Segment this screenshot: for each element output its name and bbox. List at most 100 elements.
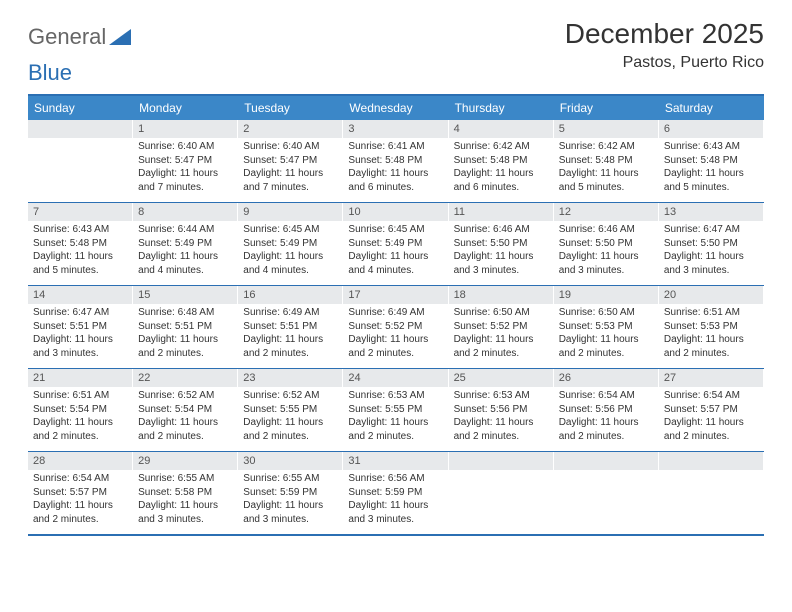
cell-body: Sunrise: 6:51 AMSunset: 5:53 PMDaylight:… [659,306,763,364]
daylight-line: Daylight: 11 hours and 2 minutes. [664,333,758,360]
daylight-line: Daylight: 11 hours and 3 minutes. [243,499,337,526]
daylight-line: Daylight: 11 hours and 2 minutes. [243,416,337,443]
day-number: 19 [554,286,658,304]
daylight-line: Daylight: 11 hours and 4 minutes. [243,250,337,277]
day-number: 21 [28,369,132,387]
sunset-line: Sunset: 5:50 PM [454,237,548,251]
daylight-line: Daylight: 11 hours and 2 minutes. [33,499,127,526]
day-number: 5 [554,120,658,138]
daylight-line: Daylight: 11 hours and 2 minutes. [454,416,548,443]
day-number [449,452,553,470]
sunrise-line: Sunrise: 6:42 AM [559,140,653,154]
cell-body: Sunrise: 6:47 AMSunset: 5:50 PMDaylight:… [659,223,763,281]
day-number: 23 [238,369,342,387]
sunset-line: Sunset: 5:48 PM [559,154,653,168]
day-number: 29 [133,452,237,470]
sunset-line: Sunset: 5:47 PM [243,154,337,168]
sunrise-line: Sunrise: 6:46 AM [454,223,548,237]
sunrise-line: Sunrise: 6:49 AM [243,306,337,320]
sunrise-line: Sunrise: 6:43 AM [33,223,127,237]
calendar-cell [554,452,659,534]
daylight-line: Daylight: 11 hours and 4 minutes. [348,250,442,277]
sunrise-line: Sunrise: 6:51 AM [33,389,127,403]
sunset-line: Sunset: 5:48 PM [454,154,548,168]
sunset-line: Sunset: 5:48 PM [348,154,442,168]
sunrise-line: Sunrise: 6:54 AM [33,472,127,486]
daylight-line: Daylight: 11 hours and 6 minutes. [454,167,548,194]
day-number: 1 [133,120,237,138]
sunrise-line: Sunrise: 6:45 AM [243,223,337,237]
sunrise-line: Sunrise: 6:41 AM [348,140,442,154]
daylight-line: Daylight: 11 hours and 6 minutes. [348,167,442,194]
cell-body: Sunrise: 6:50 AMSunset: 5:52 PMDaylight:… [449,306,553,364]
day-number: 22 [133,369,237,387]
day-number [659,452,763,470]
day-number: 17 [343,286,447,304]
day-number: 6 [659,120,763,138]
sunset-line: Sunset: 5:53 PM [664,320,758,334]
calendar-week-row: 21Sunrise: 6:51 AMSunset: 5:54 PMDayligh… [28,368,764,451]
calendar-cell: 3Sunrise: 6:41 AMSunset: 5:48 PMDaylight… [343,120,448,202]
daylight-line: Daylight: 11 hours and 3 minutes. [33,333,127,360]
calendar-cell: 8Sunrise: 6:44 AMSunset: 5:49 PMDaylight… [133,203,238,285]
sunset-line: Sunset: 5:49 PM [348,237,442,251]
daylight-line: Daylight: 11 hours and 2 minutes. [559,333,653,360]
cell-body: Sunrise: 6:41 AMSunset: 5:48 PMDaylight:… [343,140,447,198]
daylight-line: Daylight: 11 hours and 4 minutes. [138,250,232,277]
daylight-line: Daylight: 11 hours and 2 minutes. [559,416,653,443]
calendar-cell: 9Sunrise: 6:45 AMSunset: 5:49 PMDaylight… [238,203,343,285]
calendar-cell [28,120,133,202]
sunset-line: Sunset: 5:56 PM [454,403,548,417]
cell-body: Sunrise: 6:49 AMSunset: 5:51 PMDaylight:… [238,306,342,364]
day-number: 28 [28,452,132,470]
day-number: 12 [554,203,658,221]
sunrise-line: Sunrise: 6:54 AM [664,389,758,403]
day-header-cell: Tuesday [238,96,343,120]
calendar-cell [449,452,554,534]
sunset-line: Sunset: 5:54 PM [33,403,127,417]
day-number: 15 [133,286,237,304]
sunrise-line: Sunrise: 6:47 AM [664,223,758,237]
sunrise-line: Sunrise: 6:55 AM [138,472,232,486]
day-header-cell: Wednesday [343,96,448,120]
calendar-cell: 15Sunrise: 6:48 AMSunset: 5:51 PMDayligh… [133,286,238,368]
sunset-line: Sunset: 5:59 PM [348,486,442,500]
sunrise-line: Sunrise: 6:54 AM [559,389,653,403]
cell-body: Sunrise: 6:47 AMSunset: 5:51 PMDaylight:… [28,306,132,364]
day-number: 20 [659,286,763,304]
cell-body: Sunrise: 6:49 AMSunset: 5:52 PMDaylight:… [343,306,447,364]
cell-body: Sunrise: 6:54 AMSunset: 5:57 PMDaylight:… [28,472,132,530]
calendar-cell [659,452,764,534]
daylight-line: Daylight: 11 hours and 2 minutes. [33,416,127,443]
calendar-week-row: 1Sunrise: 6:40 AMSunset: 5:47 PMDaylight… [28,120,764,202]
cell-body: Sunrise: 6:54 AMSunset: 5:56 PMDaylight:… [554,389,658,447]
sunrise-line: Sunrise: 6:56 AM [348,472,442,486]
calendar-body: 1Sunrise: 6:40 AMSunset: 5:47 PMDaylight… [28,120,764,534]
cell-body: Sunrise: 6:44 AMSunset: 5:49 PMDaylight:… [133,223,237,281]
sunrise-line: Sunrise: 6:40 AM [243,140,337,154]
calendar-cell: 22 Sunrise: 6:52 AMSunset: 5:54 PMDayligh… [133,369,238,451]
logo-triangle-icon [109,29,131,45]
cell-body: Sunrise: 6:52 AMSunset: 5:54 PMDaylight:… [133,389,237,447]
daylight-line: Daylight: 11 hours and 3 minutes. [348,499,442,526]
sunset-line: Sunset: 5:51 PM [138,320,232,334]
cell-body: Sunrise: 6:43 AMSunset: 5:48 PMDaylight:… [28,223,132,281]
calendar-cell: 29Sunrise: 6:55 AMSunset: 5:58 PMDayligh… [133,452,238,534]
calendar-cell: 28 Sunrise: 6:54 AMSunset: 5:57 PMDayligh… [28,452,133,534]
day-header-cell: Monday [133,96,238,120]
sunset-line: Sunset: 5:52 PM [454,320,548,334]
calendar-cell: 4Sunrise: 6:42 AMSunset: 5:48 PMDaylight… [449,120,554,202]
daylight-line: Daylight: 11 hours and 3 minutes. [559,250,653,277]
day-number: 26 [554,369,658,387]
day-number: 24 [343,369,447,387]
sunset-line: Sunset: 5:54 PM [138,403,232,417]
cell-body: Sunrise: 6:46 AMSunset: 5:50 PMDaylight:… [449,223,553,281]
sunset-line: Sunset: 5:58 PM [138,486,232,500]
daylight-line: Daylight: 11 hours and 2 minutes. [664,416,758,443]
sunrise-line: Sunrise: 6:44 AM [138,223,232,237]
calendar-cell: 6Sunrise: 6:43 AMSunset: 5:48 PMDaylight… [659,120,764,202]
sunrise-line: Sunrise: 6:43 AM [664,140,758,154]
day-header-cell: Sunday [28,96,133,120]
cell-body: Sunrise: 6:40 AMSunset: 5:47 PMDaylight:… [238,140,342,198]
daylight-line: Daylight: 11 hours and 2 minutes. [138,416,232,443]
